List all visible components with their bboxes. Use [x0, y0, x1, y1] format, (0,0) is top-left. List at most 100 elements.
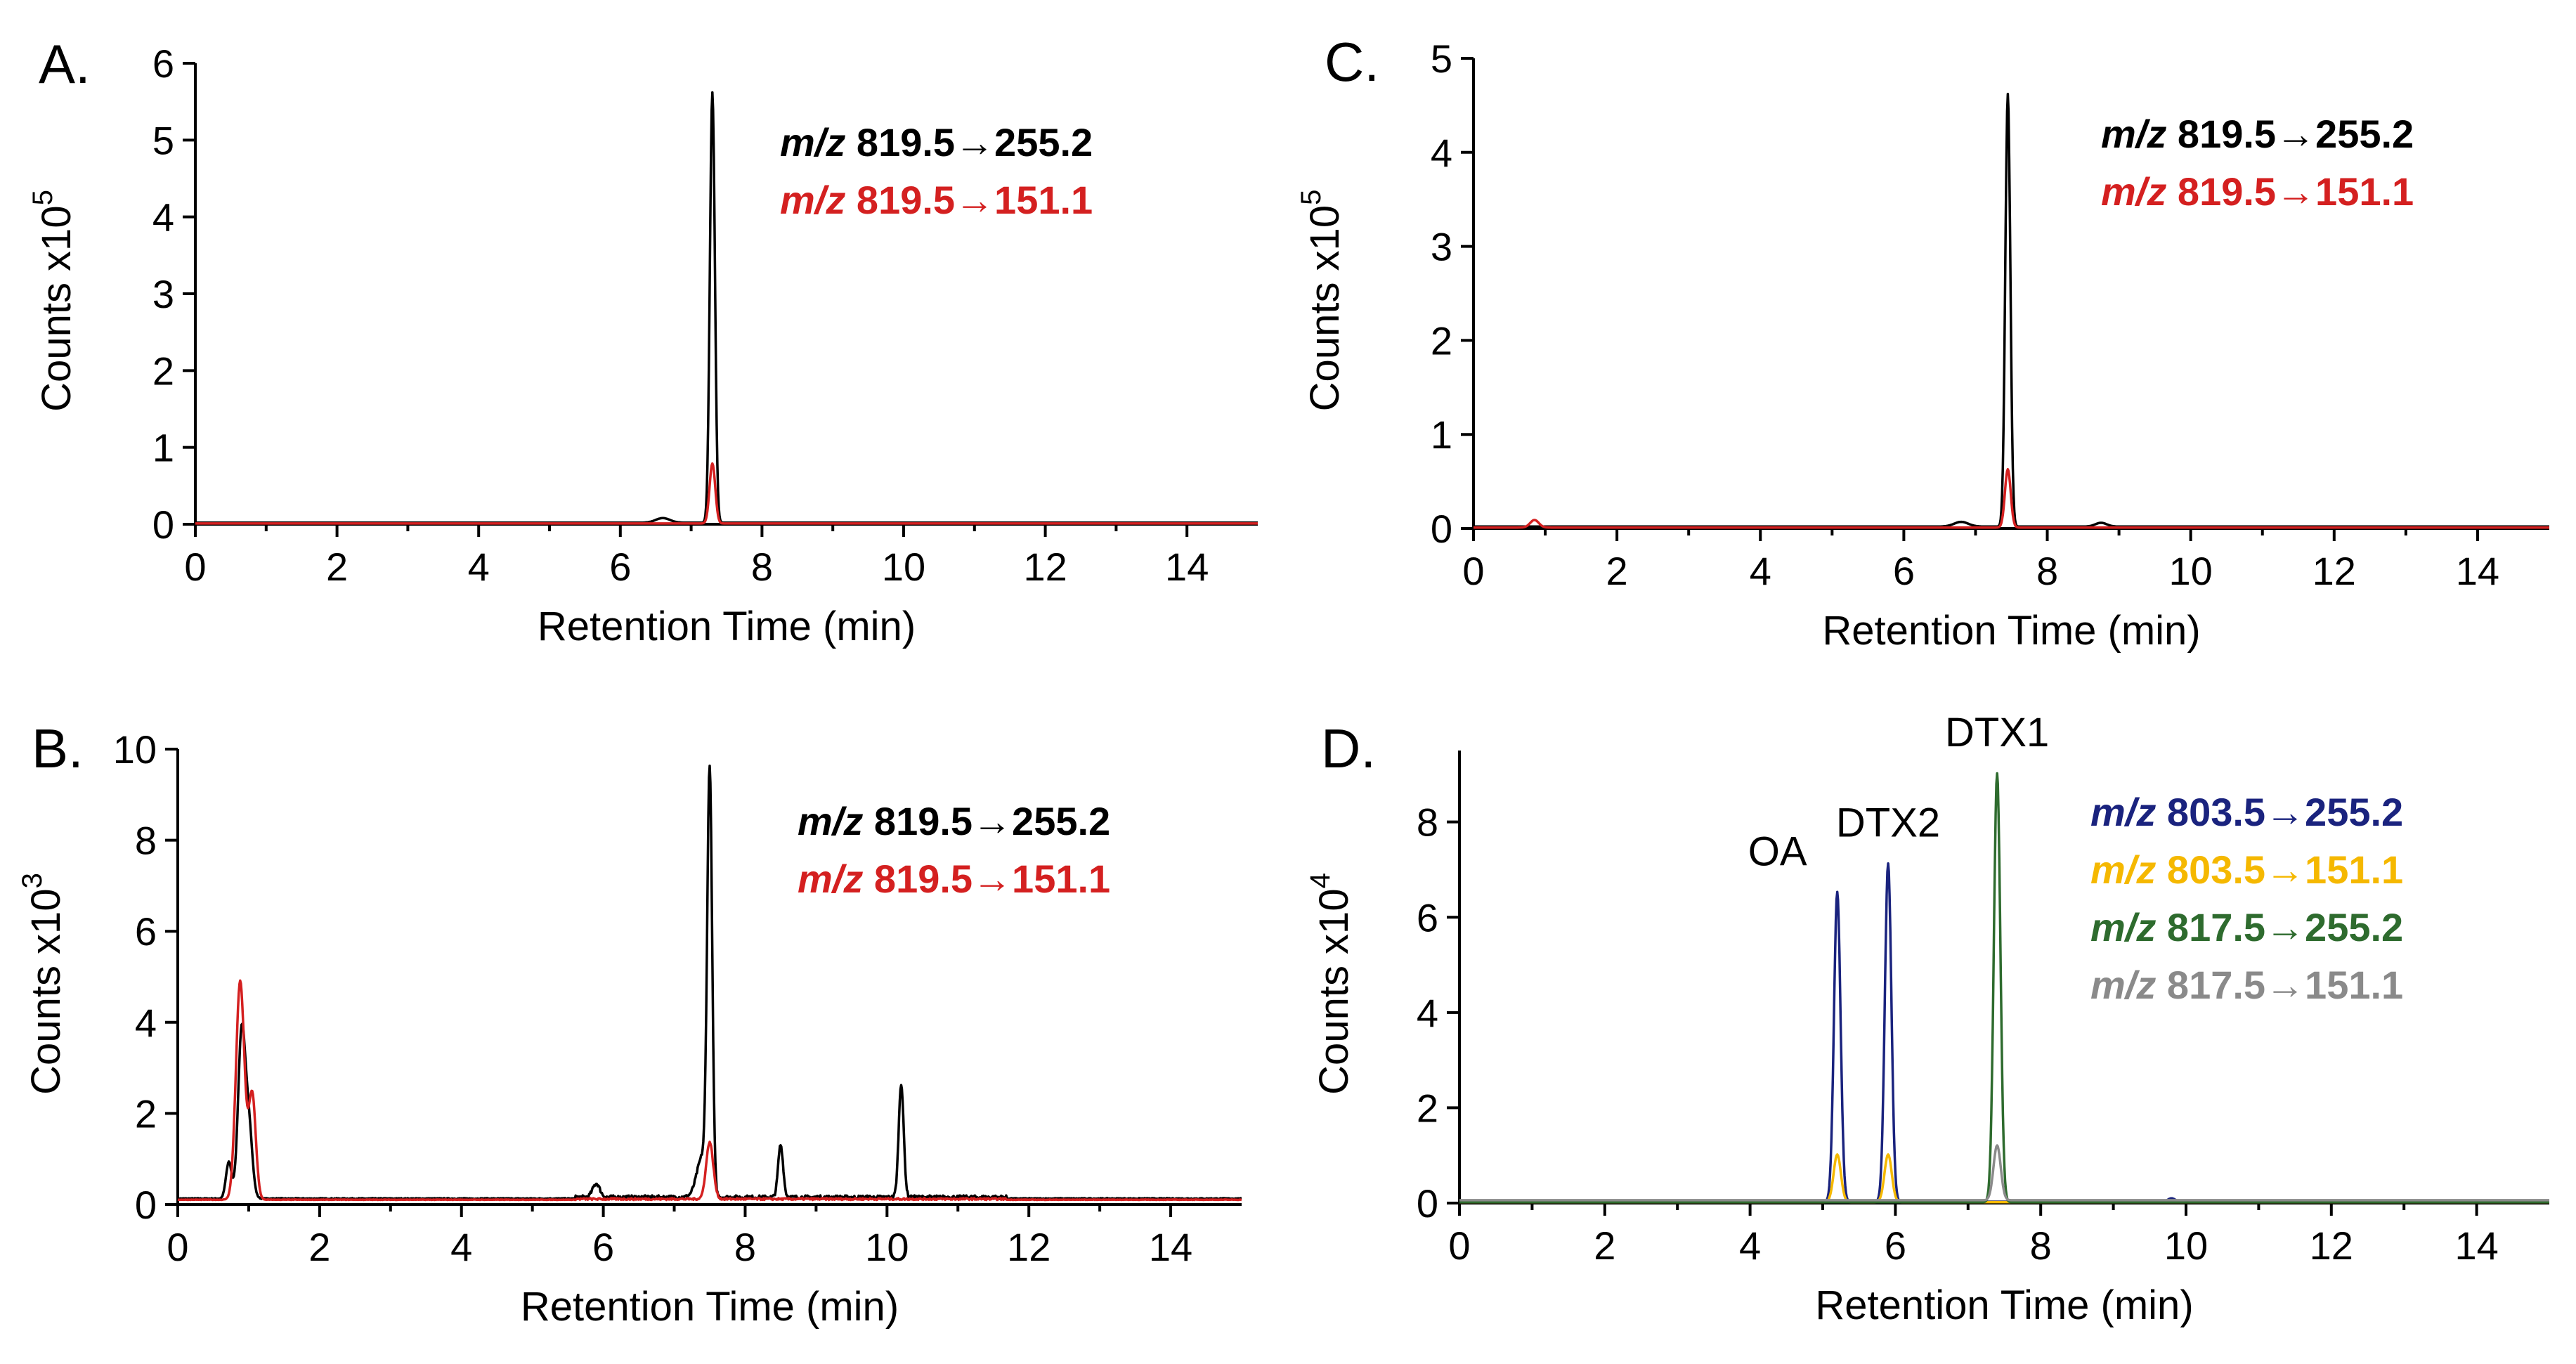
series-trace-4 [1459, 1144, 2550, 1202]
x-tick-label: 8 [734, 1225, 756, 1269]
x-tick-label: 2 [308, 1225, 330, 1269]
y-axis-label: Counts x105 [27, 190, 79, 412]
legend-entry: m/z 803.5→255.2 [2090, 790, 2403, 834]
legend-entry: m/z 803.5→151.1 [2090, 847, 2403, 892]
x-tick-label: 6 [1885, 1223, 1906, 1268]
legend-entry: m/z 819.5→151.1 [780, 178, 1093, 222]
y-axis-label: Counts x104 [1305, 873, 1357, 1095]
x-tick-label: 0 [167, 1225, 188, 1269]
y-tick-label: 2 [152, 349, 174, 393]
x-tick-label: 10 [2169, 549, 2213, 593]
y-tick-label: 2 [1417, 1086, 1438, 1130]
x-tick-label: 6 [609, 545, 631, 589]
y-tick-label: 5 [152, 118, 174, 162]
legend-transition: 819.5→255.2 [2166, 112, 2414, 156]
series-trace-2 [1473, 467, 2550, 529]
series-trace-2 [195, 462, 1258, 525]
legend-entry: m/z 817.5→151.1 [2090, 963, 2403, 1007]
y-tick-label: 0 [1431, 507, 1452, 551]
legend-mz-prefix: m/z [2090, 847, 2156, 892]
x-tick-label: 14 [2456, 549, 2499, 593]
x-tick-label: 2 [1606, 549, 1628, 593]
y-tick-label: 2 [135, 1091, 157, 1136]
x-tick-label: 10 [882, 545, 925, 589]
y-axis-label-exponent: 5 [1296, 190, 1327, 205]
y-tick-label: 6 [152, 41, 174, 86]
y-axis-label: Counts x105 [1296, 190, 1348, 412]
panel-letter: B. [32, 717, 84, 779]
y-axis-label-text: Counts x10 [23, 888, 69, 1094]
y-tick-label: 6 [135, 909, 157, 954]
x-tick-label: 10 [2164, 1223, 2208, 1268]
legend-transition: 819.5→255.2 [845, 120, 1093, 164]
y-tick-label: 8 [1417, 800, 1438, 845]
x-tick-label: 14 [1165, 545, 1209, 589]
x-axis-label: Retention Time (min) [1822, 608, 2200, 654]
y-tick-label: 0 [1417, 1181, 1438, 1226]
y-tick-label: 2 [1431, 318, 1452, 363]
series-trace-2 [177, 979, 1242, 1202]
x-tick-label: 2 [326, 545, 348, 589]
x-tick-label: 6 [1893, 549, 1915, 593]
y-tick-label: 4 [1417, 991, 1438, 1035]
y-tick-label: 4 [1431, 131, 1452, 175]
panel-letter: A. [39, 33, 91, 95]
series-trace-3 [1459, 772, 2550, 1204]
y-tick-label: 5 [1431, 37, 1452, 81]
x-tick-label: 4 [468, 545, 490, 589]
y-tick-label: 4 [152, 195, 174, 240]
x-tick-label: 8 [2030, 1223, 2052, 1268]
x-axis-label: Retention Time (min) [521, 1284, 899, 1330]
y-tick-label: 6 [1417, 895, 1438, 940]
x-tick-label: 0 [1448, 1223, 1470, 1268]
x-tick-label: 14 [1149, 1225, 1192, 1269]
y-tick-label: 1 [152, 426, 174, 470]
y-tick-label: 3 [152, 272, 174, 316]
peak-annotation: OA [1748, 829, 1807, 874]
x-tick-label: 12 [1007, 1225, 1050, 1269]
y-axis-label-text: Counts x10 [1311, 888, 1357, 1094]
x-tick-label: 14 [2454, 1223, 2498, 1268]
legend-entry: m/z 819.5→255.2 [780, 120, 1093, 164]
x-tick-label: 12 [1023, 545, 1067, 589]
legend-transition: 803.5→255.2 [2156, 790, 2403, 834]
y-tick-label: 1 [1431, 413, 1452, 457]
legend-mz-prefix: m/z [2101, 169, 2166, 214]
legend-transition: 803.5→151.1 [2156, 847, 2403, 892]
x-tick-label: 12 [2310, 1223, 2353, 1268]
y-axis-label-exponent: 5 [27, 190, 58, 205]
legend-transition: 819.5→255.2 [863, 799, 1110, 843]
x-tick-label: 8 [751, 545, 773, 589]
legend-transition: 819.5→151.1 [863, 857, 1110, 901]
y-tick-label: 4 [135, 1001, 157, 1045]
legend-entry: m/z 819.5→151.1 [798, 857, 1110, 901]
y-axis-label: Counts x103 [17, 873, 69, 1095]
legend-mz-prefix: m/z [798, 799, 863, 843]
x-axis-label: Retention Time (min) [1815, 1282, 2193, 1328]
y-tick-label: 0 [135, 1183, 157, 1227]
x-tick-label: 8 [2036, 549, 2058, 593]
peak-annotation: DTX2 [1836, 800, 1940, 846]
x-axis-label: Retention Time (min) [538, 604, 916, 649]
x-tick-label: 2 [1594, 1223, 1615, 1268]
y-tick-label: 0 [152, 502, 174, 547]
y-axis-label-exponent: 4 [1305, 873, 1336, 888]
chart-panel-4: D. 0 2 4 6 8 10 12 14 0 2 4 6 8 Retention Time (min) Co… [1305, 710, 2550, 1328]
legend-mz-prefix: m/z [798, 857, 863, 901]
y-axis-label-text: Counts x10 [1302, 205, 1348, 411]
chart-panel-2: B. 0 2 4 6 8 10 12 14 0 2 4 6 8 10 Retention Time (min)… [17, 717, 1242, 1330]
legend-entry: m/z 817.5→255.2 [2090, 905, 2403, 949]
y-axis-label-exponent: 3 [17, 873, 48, 888]
legend-entry: m/z 819.5→255.2 [2101, 112, 2414, 156]
legend-entry: m/z 819.5→151.1 [2101, 169, 2414, 214]
x-tick-label: 4 [1739, 1223, 1761, 1268]
peak-annotation: DTX1 [1945, 710, 2049, 755]
legend-mz-prefix: m/z [780, 120, 845, 164]
legend-transition: 819.5→151.1 [2166, 169, 2414, 214]
y-tick-label: 10 [113, 727, 157, 772]
y-tick-label: 3 [1431, 225, 1452, 269]
x-tick-label: 4 [450, 1225, 472, 1269]
